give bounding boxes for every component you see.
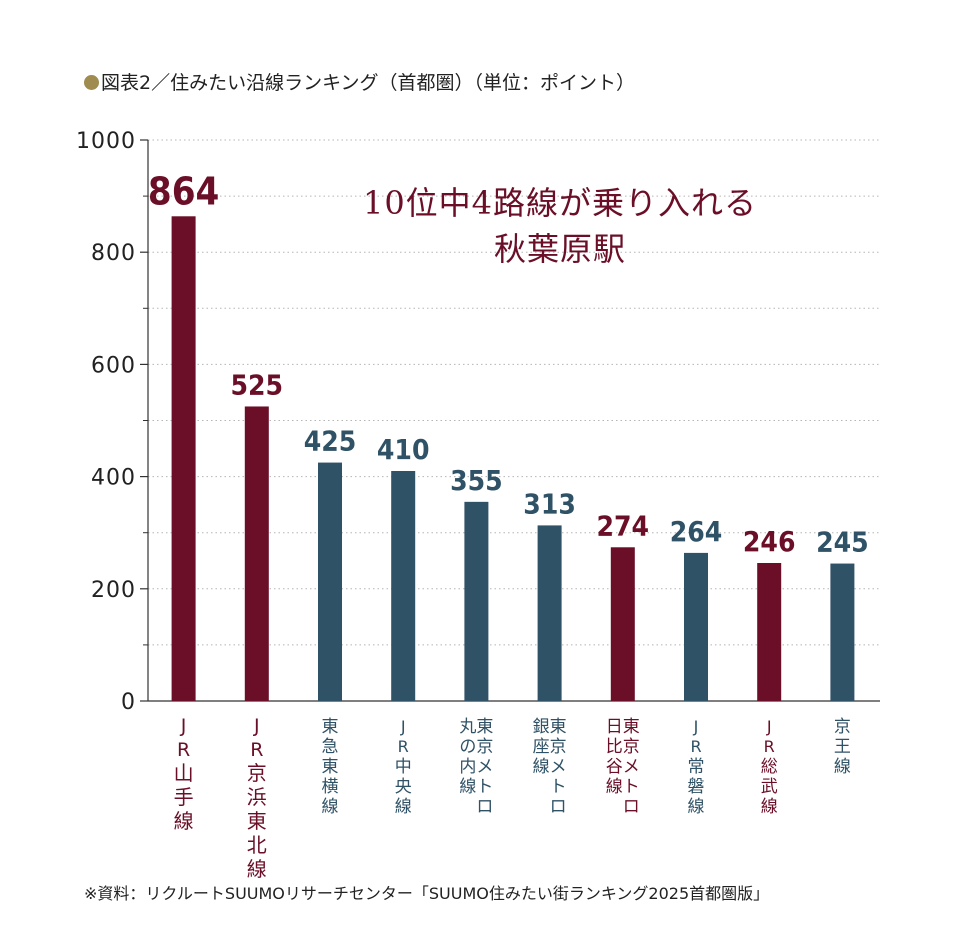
x-category-label-char: J (693, 717, 699, 736)
bar-value-label: 425 (304, 425, 357, 458)
x-category-label-char: J (253, 715, 260, 737)
x-category-label-char: 東 (550, 717, 567, 737)
x-category-label-char: 京 (834, 717, 851, 737)
x-category-label-char: 手 (174, 785, 194, 809)
bar (684, 552, 708, 701)
bar (610, 547, 635, 701)
x-category-label-char: 京 (550, 737, 567, 757)
bar-value-label: 355 (450, 464, 503, 497)
x-category-label-char: 東 (322, 757, 339, 777)
bar-value-label: 245 (816, 526, 869, 559)
x-category-label-char: メ (623, 757, 640, 777)
annotation-callout: 10位中4路線が乗り入れる 秋葉原駅 (330, 180, 790, 272)
x-category-label-char: 比 (606, 737, 623, 757)
bar (830, 563, 855, 701)
x-category-label-char: R (177, 739, 190, 761)
x-category-label-char: 線 (322, 797, 339, 817)
x-category-label-char: 丸 (459, 717, 476, 737)
x-category-label-char: J (766, 717, 772, 736)
x-category-label-char: R (250, 739, 263, 761)
x-category-label-char: 東 (247, 809, 267, 833)
x-category-label-char: ト (550, 777, 567, 797)
bar-value-label: 246 (743, 525, 796, 558)
x-category-label-char: 線 (459, 777, 476, 797)
bar-value-label: 864 (148, 169, 219, 213)
x-category-label-char: 座 (533, 737, 550, 757)
x-category-label-char: 線 (688, 797, 705, 817)
x-category-label-char: 急 (322, 737, 339, 757)
x-category-label-char: 谷 (606, 757, 623, 777)
x-category-label-char: 北 (247, 833, 267, 857)
x-category-label-char: 横 (322, 777, 339, 797)
y-tick-label: 1000 (76, 129, 136, 154)
x-category-label-char: 線 (606, 777, 623, 797)
bar (391, 470, 416, 701)
y-tick-label: 600 (91, 353, 136, 378)
y-tick-label: 400 (91, 466, 136, 491)
x-category-label-char: ロ (550, 797, 567, 817)
x-category-label-char: 東 (476, 717, 493, 737)
x-category-label-char: R (764, 737, 775, 756)
x-category-label-char: 線 (834, 757, 851, 777)
x-category-label-char: 央 (395, 777, 412, 797)
x-category-label-char: 王 (834, 737, 851, 757)
x-category-label-char: 内 (459, 757, 476, 777)
x-category-label-char: 東 (322, 717, 339, 737)
x-category-label-char: 銀 (533, 717, 550, 737)
callout-line-2: 秋葉原駅 (493, 230, 626, 268)
x-category-label-char: 浜 (247, 785, 267, 809)
bar (537, 525, 562, 701)
bar-value-label: 410 (377, 433, 430, 466)
y-tick-label: 200 (91, 578, 136, 603)
callout-line-1: 10位中4路線が乗り入れる (362, 184, 758, 222)
x-category-label-char: R (690, 737, 701, 756)
legend-dot-icon (84, 75, 99, 90)
bar (757, 562, 782, 701)
x-category-label-char: 磐 (688, 777, 705, 797)
x-category-label-char: メ (550, 757, 567, 777)
x-category-label-char: 総 (761, 757, 778, 777)
x-category-label-char: 京 (247, 761, 267, 785)
x-category-label-char: ト (623, 777, 640, 797)
x-category-label-char: 線 (761, 797, 778, 817)
bar (318, 462, 342, 701)
x-category-label-char: 中 (395, 757, 412, 777)
bar (244, 406, 269, 701)
x-category-label-char: 武 (761, 777, 778, 797)
y-tick-label: 800 (91, 241, 136, 266)
x-category-label-char: 常 (688, 757, 705, 777)
x-category-label-char: 線 (174, 809, 194, 833)
x-category-label-char: の (459, 737, 476, 757)
x-category-label-char: ロ (623, 797, 640, 817)
x-category-label-char: 線 (533, 757, 550, 777)
x-category-label-char: 線 (247, 857, 267, 881)
x-category-label-char: 京 (476, 737, 493, 757)
x-category-label-char: メ (476, 757, 493, 777)
x-category-label-char: 京 (623, 737, 640, 757)
y-tick-label: 0 (121, 690, 136, 715)
x-category-label-char: 線 (395, 797, 412, 817)
bar-value-label: 264 (670, 515, 723, 548)
bar (171, 216, 196, 701)
bar-value-label: 313 (523, 487, 576, 520)
x-category-label-char: ト (476, 777, 493, 797)
bar-value-label: 525 (231, 368, 284, 401)
chart-title: 図表2／住みたい沿線ランキング（首都圏）（単位：ポイント） (101, 72, 636, 94)
chart-header: 図表2／住みたい沿線ランキング（首都圏）（単位：ポイント） (84, 68, 635, 95)
x-category-label-char: J (400, 717, 406, 736)
x-category-label-char: R (398, 737, 409, 756)
x-category-label-char: J (180, 715, 187, 737)
x-category-label-char: 東 (623, 717, 640, 737)
x-category-label-char: ロ (476, 797, 493, 817)
x-category-label-char: 日 (606, 717, 623, 737)
bar-value-label: 274 (597, 509, 650, 542)
bar (464, 501, 489, 701)
source-note: ※資料：リクルートSUUMOリサーチセンター「SUUMO住みたい街ランキング20… (84, 884, 770, 903)
x-category-label-char: 山 (174, 761, 194, 785)
